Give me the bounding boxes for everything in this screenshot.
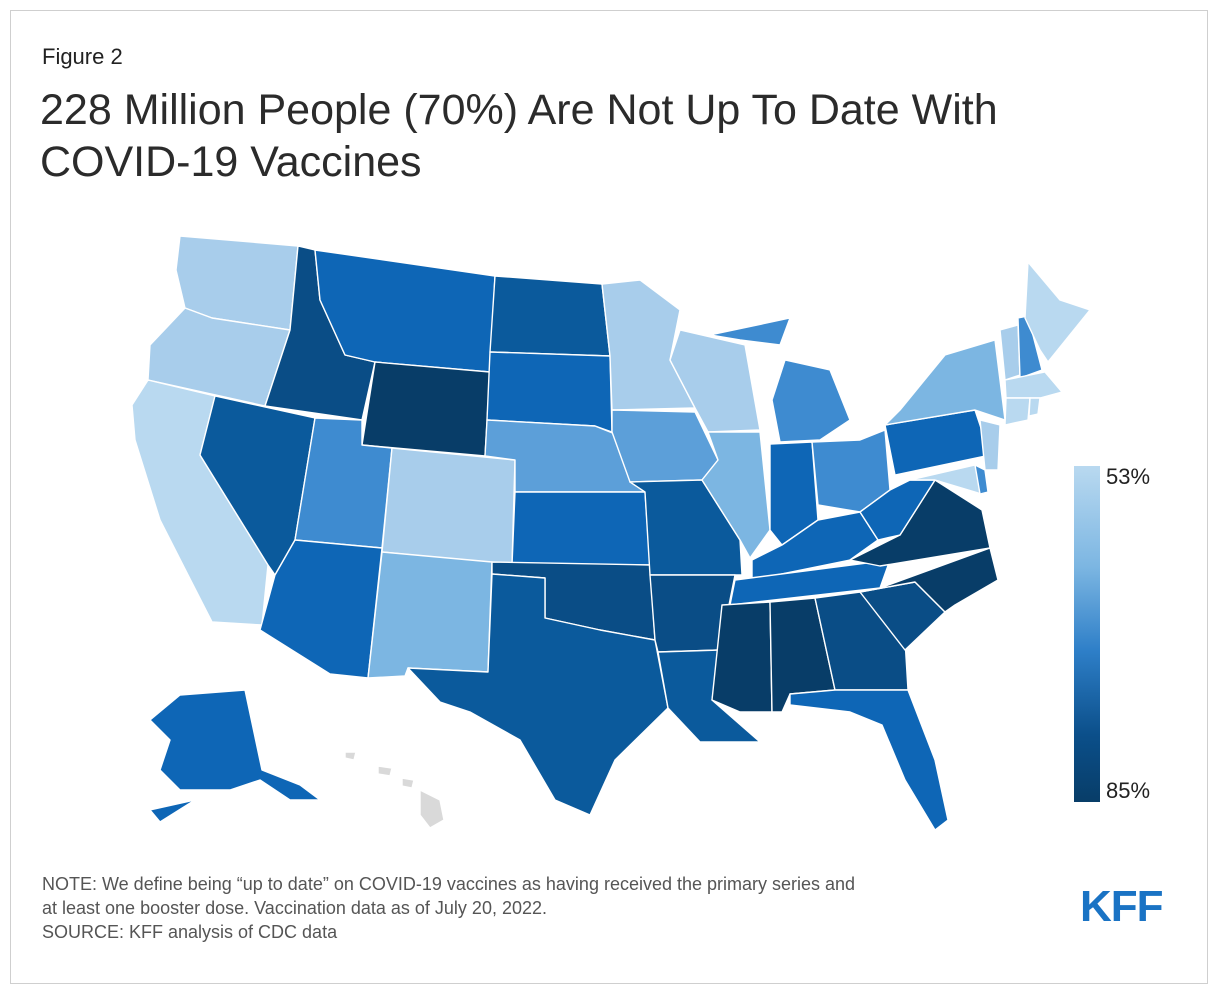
state-new-mexico [367,551,493,679]
legend-color-scale [1074,466,1100,802]
state-north-carolina [859,547,999,613]
state-michigan [709,317,851,443]
state-maine [1024,261,1091,363]
state-hawaii [344,751,445,829]
state-kansas [511,491,651,566]
figure-note: NOTE: We define being “up to date” on CO… [42,872,1052,944]
state-texas [407,573,669,816]
state-connecticut [1004,397,1031,426]
state-wyoming [361,361,491,457]
note-line-1: NOTE: We define being “up to date” on CO… [42,874,856,894]
figure-label: Figure 2 [42,44,123,69]
title-line-1: 228 Million People (70%) Are Not Up To D… [40,86,998,134]
state-arizona [259,539,383,679]
state-alaska [149,689,321,823]
source-line: SOURCE: KFF analysis of CDC data [42,922,338,942]
legend-max-label: 85% [1106,778,1151,803]
state-florida [789,689,949,831]
figure-title: 228 Million People (70%) Are Not Up To D… [40,84,1160,188]
state-georgia [814,591,909,691]
state-mississippi [711,601,773,713]
note-line-2: at least one booster dose. Vaccination d… [42,898,548,918]
state-massachusetts [1004,371,1063,399]
state-colorado [381,447,516,566]
state-maryland [909,464,986,496]
state-south-dakota [486,351,613,433]
state-delaware [974,464,989,495]
state-illinois [701,431,771,559]
legend-min-label: 53% [1106,464,1151,489]
state-north-dakota [489,275,611,357]
state-new-york [884,339,1006,426]
state-vermont [999,324,1021,381]
state-new-jersey [979,419,1001,471]
title-line-2: COVID-19 Vaccines [40,138,422,186]
state-rhode-island [1028,397,1041,417]
kff-logo: KFF [1080,882,1164,931]
